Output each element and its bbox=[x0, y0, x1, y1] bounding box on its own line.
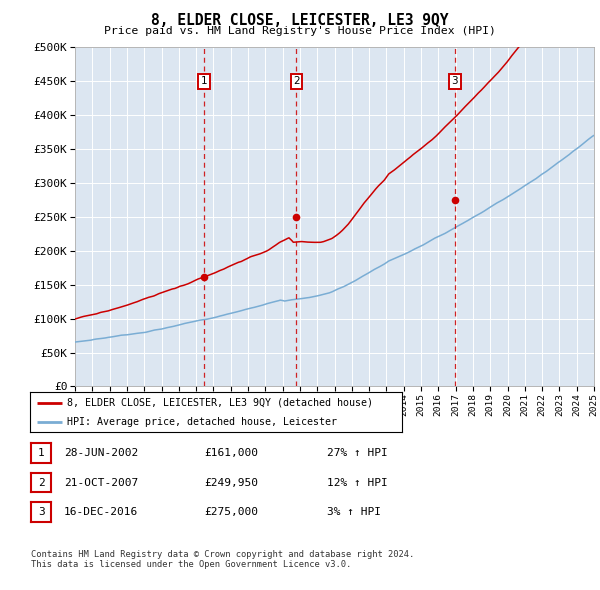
Text: £161,000: £161,000 bbox=[204, 448, 258, 458]
Text: Price paid vs. HM Land Registry's House Price Index (HPI): Price paid vs. HM Land Registry's House … bbox=[104, 26, 496, 36]
Text: 8, ELDER CLOSE, LEICESTER, LE3 9QY (detached house): 8, ELDER CLOSE, LEICESTER, LE3 9QY (deta… bbox=[67, 398, 373, 408]
Text: 8, ELDER CLOSE, LEICESTER, LE3 9QY: 8, ELDER CLOSE, LEICESTER, LE3 9QY bbox=[151, 13, 449, 28]
Text: 2: 2 bbox=[38, 478, 44, 487]
Text: 3: 3 bbox=[38, 507, 44, 517]
Text: 27% ↑ HPI: 27% ↑ HPI bbox=[327, 448, 388, 458]
Text: 3: 3 bbox=[452, 76, 458, 86]
Text: 2: 2 bbox=[293, 76, 300, 86]
Text: Contains HM Land Registry data © Crown copyright and database right 2024.
This d: Contains HM Land Registry data © Crown c… bbox=[31, 550, 415, 569]
Text: 21-OCT-2007: 21-OCT-2007 bbox=[64, 478, 139, 487]
Text: HPI: Average price, detached house, Leicester: HPI: Average price, detached house, Leic… bbox=[67, 417, 337, 427]
Text: 12% ↑ HPI: 12% ↑ HPI bbox=[327, 478, 388, 487]
Text: 1: 1 bbox=[201, 76, 208, 86]
Text: £275,000: £275,000 bbox=[204, 507, 258, 517]
Text: £249,950: £249,950 bbox=[204, 478, 258, 487]
Text: 28-JUN-2002: 28-JUN-2002 bbox=[64, 448, 139, 458]
Text: 16-DEC-2016: 16-DEC-2016 bbox=[64, 507, 139, 517]
Text: 1: 1 bbox=[38, 448, 44, 458]
Text: 3% ↑ HPI: 3% ↑ HPI bbox=[327, 507, 381, 517]
